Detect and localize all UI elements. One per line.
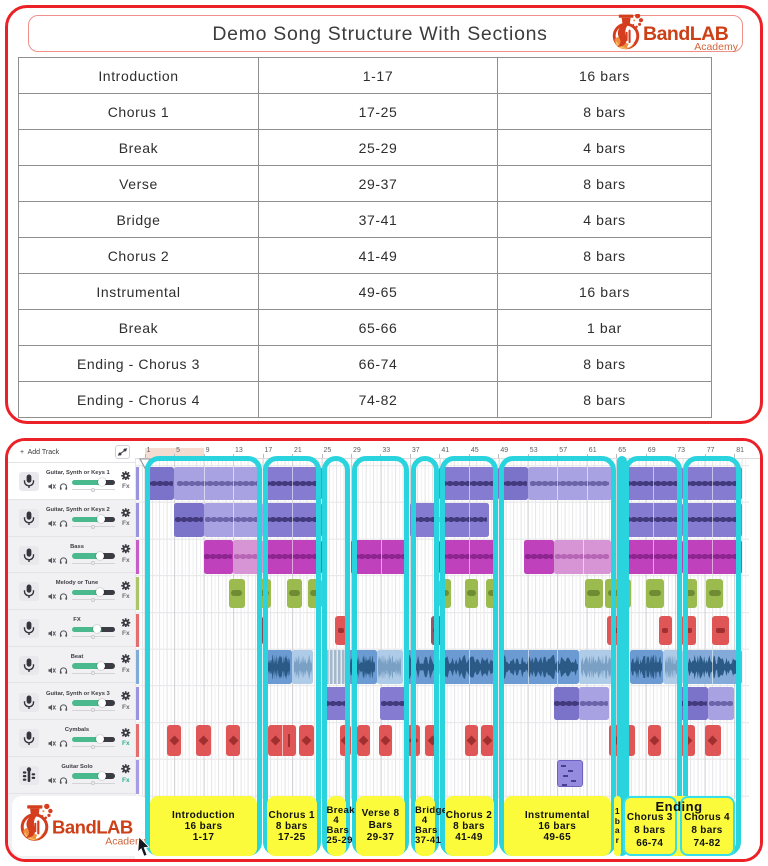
svg-text:Academy: Academy (694, 41, 739, 53)
svg-text:BandLAB: BandLAB (643, 23, 729, 45)
svg-text:BandLAB: BandLAB (52, 817, 133, 838)
